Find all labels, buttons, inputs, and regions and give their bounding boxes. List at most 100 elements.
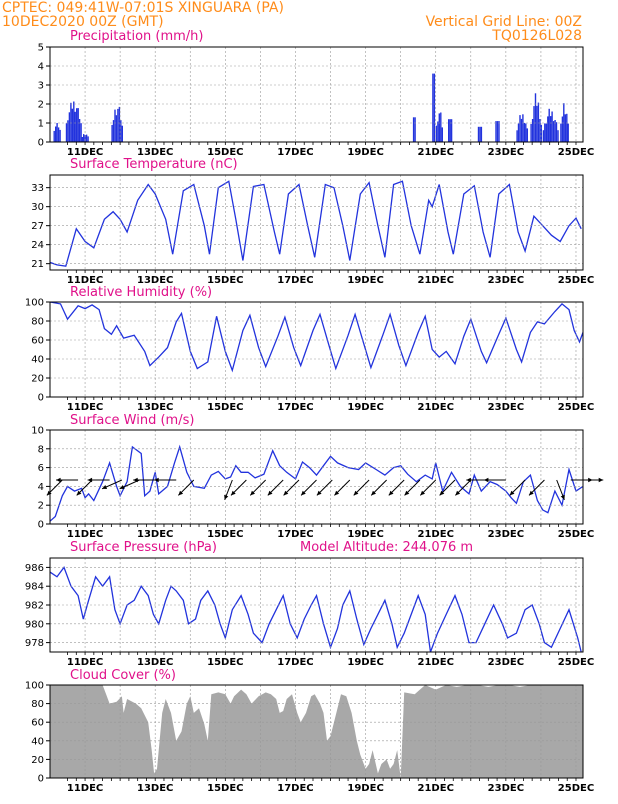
rh-ytick-label: 20 xyxy=(31,374,44,385)
precip-bar xyxy=(121,125,123,142)
precip-bar xyxy=(440,112,442,142)
wind-vector-head xyxy=(87,477,93,483)
rh-date-label: 25DEC xyxy=(558,402,594,413)
wind-vector-head xyxy=(231,490,236,496)
pres-date-label: 21DEC xyxy=(418,657,454,668)
pres-ytick-label: 986 xyxy=(25,563,44,574)
wind-vector-head xyxy=(560,494,565,500)
wind-vector-head xyxy=(76,490,82,496)
cloud-ytick-label: 40 xyxy=(31,736,44,747)
temp-ytick-label: 24 xyxy=(31,240,44,251)
precip-bar xyxy=(68,112,71,142)
rh-ytick-label: 80 xyxy=(31,317,44,328)
wind-vector-head xyxy=(56,477,61,483)
wind-ytick-label: 4 xyxy=(38,482,44,493)
precip-bar xyxy=(414,117,416,142)
cloud-date-label: 23DEC xyxy=(488,783,524,794)
rh-ytick-label: 100 xyxy=(25,298,44,309)
precip-bar xyxy=(537,102,540,142)
precip-bar xyxy=(498,121,500,142)
precip-bar xyxy=(77,108,79,142)
wind-ytick-label: 8 xyxy=(38,444,44,455)
cloud-date-label: 17DEC xyxy=(277,783,313,794)
wind-date-label: 13DEC xyxy=(137,529,173,540)
model-altitude: Model Altitude: 244.076 m xyxy=(300,540,473,555)
precip-bar xyxy=(111,125,113,142)
precip-bar xyxy=(81,137,83,142)
cloud-date-label: 13DEC xyxy=(137,783,173,794)
precip-bar xyxy=(516,130,518,142)
rh-date-label: 17DEC xyxy=(277,402,313,413)
wind-date-label: 17DEC xyxy=(277,529,313,540)
precip-date-label: 11DEC xyxy=(67,147,103,158)
precip-date-label: 13DEC xyxy=(137,147,173,158)
rh-date-label: 21DEC xyxy=(418,402,454,413)
wind-vector-head xyxy=(404,490,410,496)
rh-title: Relative Humidity (%) xyxy=(70,285,212,300)
temp-date-label: 17DEC xyxy=(277,275,313,286)
pres-ytick-label: 984 xyxy=(25,582,44,593)
precip-bar xyxy=(495,121,497,142)
wind-vector-head xyxy=(334,490,340,496)
wind-vector-head xyxy=(509,490,515,496)
cloud-ytick-label: 100 xyxy=(25,681,44,692)
rh-date-label: 15DEC xyxy=(207,402,243,413)
wind-vector-head xyxy=(455,490,461,496)
precip-ytick-label: 2 xyxy=(38,100,44,111)
precip-bar xyxy=(73,101,75,142)
precip-bar xyxy=(84,135,86,142)
wind-date-label: 15DEC xyxy=(207,529,243,540)
precip-bar xyxy=(544,123,546,142)
temp-ytick-label: 33 xyxy=(31,183,44,194)
cloud-data xyxy=(50,685,583,778)
precip-ytick-label: 4 xyxy=(38,62,44,73)
wind-vector-head xyxy=(178,490,184,496)
wind-vector-head xyxy=(133,477,138,483)
precip-bar xyxy=(118,106,121,142)
pres-ytick-label: 980 xyxy=(25,619,44,630)
wind-vector-head xyxy=(301,490,306,496)
precip-bar xyxy=(534,93,537,142)
wind-ytick-label: 10 xyxy=(31,426,44,437)
pres-data xyxy=(50,566,582,652)
wind-vector-head xyxy=(529,490,534,496)
wind-vector-head xyxy=(46,490,52,496)
wind-vector-head xyxy=(102,485,108,489)
wind-ytick-label: 0 xyxy=(38,520,44,531)
precip-bar xyxy=(87,136,89,142)
rh-date-label: 19DEC xyxy=(347,402,383,413)
cloud-title: Cloud Cover (%) xyxy=(70,668,176,683)
pres-panel: 978 980 982 984 986 11DEC 13DEC 15DEC 17DEC 19DEC… xyxy=(25,557,594,668)
precip-bar xyxy=(539,119,541,142)
wind-vector-head xyxy=(388,490,394,496)
wind-title: Surface Wind (m/s) xyxy=(70,413,194,428)
header-line1: CPTEC: 049:41W-07:01S XINGUARA (PA) xyxy=(2,0,284,16)
wind-vector-head xyxy=(119,485,125,489)
precip-bar xyxy=(74,111,76,142)
precip-bar xyxy=(432,73,434,142)
precip-bar xyxy=(53,130,55,142)
temp-ytick-label: 27 xyxy=(31,221,44,232)
wind-vector-head xyxy=(267,490,273,496)
precip-bar xyxy=(525,123,527,142)
precip-bar xyxy=(548,108,550,142)
temp-date-label: 21DEC xyxy=(418,275,454,286)
wind-vector-head xyxy=(250,490,255,496)
wind-vectors xyxy=(46,477,604,500)
precip-bar xyxy=(433,73,436,142)
pres-date-label: 23DEC xyxy=(488,657,524,668)
precip-bar xyxy=(531,119,534,142)
rh-date-label: 11DEC xyxy=(67,402,103,413)
cloud-ytick-label: 80 xyxy=(31,699,44,710)
pres-date-label: 25DEC xyxy=(558,657,594,668)
cloud-date-label: 11DEC xyxy=(67,783,103,794)
cloud-panel: 0 20 40 60 80 100 11DEC 13DEC 15DEC 17DEC 19DEC 21D… xyxy=(25,681,594,795)
precip-bar xyxy=(437,121,439,142)
precip-bar xyxy=(438,113,440,142)
temp-panel: 21 24 27 30 33 11DEC 13DEC 15DEC 17DEC 19DEC 21DEC… xyxy=(31,174,594,286)
precip-bar xyxy=(564,114,566,142)
precip-bar xyxy=(71,108,73,142)
precip-bar xyxy=(450,119,453,142)
precip-date-label: 17DEC xyxy=(277,147,313,158)
